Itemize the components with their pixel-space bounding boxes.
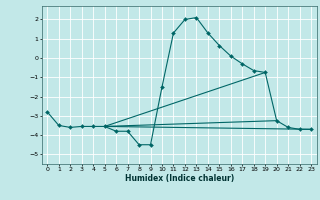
X-axis label: Humidex (Indice chaleur): Humidex (Indice chaleur): [124, 174, 234, 183]
